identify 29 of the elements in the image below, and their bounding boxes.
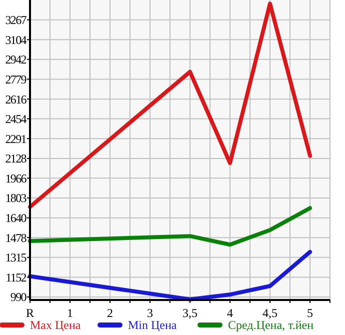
x-tick-label: 5 <box>307 306 313 320</box>
x-tick-label: 1 <box>67 306 73 320</box>
y-tick-label: 1803 <box>5 191 27 206</box>
y-tick-label: 2616 <box>5 92 27 106</box>
legend-label: Min Цена <box>128 318 178 332</box>
y-tick-label: 2454 <box>5 112 27 126</box>
x-tick-label: 3 <box>147 306 153 320</box>
y-tick-label: 990 <box>10 290 27 304</box>
y-tick-label: 2128 <box>5 152 27 166</box>
y-tick-label: 1966 <box>5 171 27 186</box>
x-tick-label: 3,5 <box>182 306 198 320</box>
x-tick-label: 4,5 <box>262 306 278 320</box>
y-tick-label: 1640 <box>5 211 27 226</box>
x-tick-label: 2 <box>107 306 113 320</box>
line-series <box>28 250 312 302</box>
y-tick-label: 1315 <box>5 250 27 265</box>
line-series <box>28 2 312 209</box>
x-tick-label: R <box>26 306 34 320</box>
line-series <box>28 206 312 247</box>
y-tick-label: 3267 <box>5 13 27 28</box>
y-tick-label: 2779 <box>5 72 27 86</box>
y-tick-label: 2942 <box>5 52 27 67</box>
y-tick-label: 1478 <box>5 230 27 245</box>
legend-label: Сред.Цена, т.йен <box>228 318 314 332</box>
legend-label: Max Цена <box>30 318 82 332</box>
y-tick-label: 3104 <box>5 32 27 47</box>
x-tick-label: 4 <box>227 306 233 320</box>
y-tick-label: 1152 <box>6 270 27 284</box>
y-tick-label: 2291 <box>5 132 27 146</box>
